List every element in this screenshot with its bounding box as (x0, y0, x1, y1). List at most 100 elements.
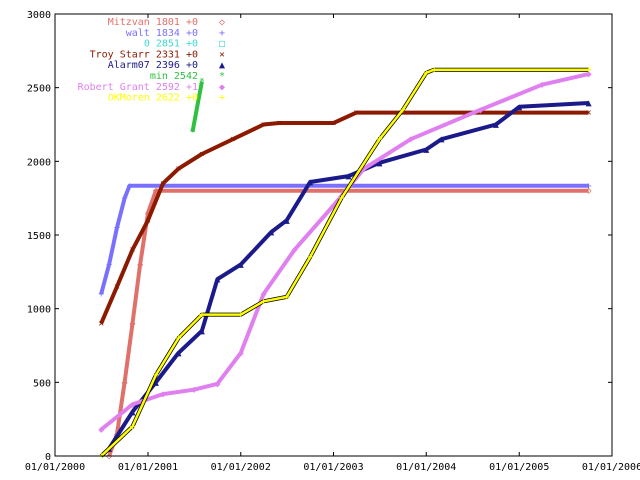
data-point: ◆ (361, 164, 367, 175)
x-tick-label: 01/01/2003 (303, 462, 363, 473)
series-line (107, 101, 589, 450)
data-point: ▲ (345, 171, 351, 182)
y-tick-label: 1500 (27, 231, 51, 242)
tick-labels: 0 500 1000 1500 2000 2500 3000 01/01/2000 01/01/… (25, 10, 640, 473)
data-point: + (423, 68, 429, 79)
data-point: + (106, 259, 112, 270)
x-tick-label: 01/01/2001 (118, 462, 178, 473)
data-point: ▲ (153, 377, 159, 388)
y-tick-label: 0 (45, 452, 51, 463)
data-point: ◆ (214, 379, 220, 390)
data-point: + (261, 296, 267, 307)
legend-entry: 0 2851 +0 □ (144, 39, 225, 50)
data-point: × (276, 118, 282, 129)
data-point: + (307, 252, 313, 263)
data-point: × (199, 149, 205, 160)
series-walt: +++++ + (98, 181, 591, 300)
y-tick-label: 1000 (27, 305, 51, 316)
legend-entry: min 2542 * (150, 71, 225, 82)
data-point: + (338, 193, 344, 204)
legend-label: Alarm07 2396 +0 (108, 60, 198, 71)
y-tick-label: 3000 (27, 10, 51, 21)
legend-entry: Troy Starr 2331 +0 × (90, 49, 225, 60)
legend-marker: ◆ (219, 82, 225, 93)
data-point: ▲ (376, 158, 382, 169)
series-line (99, 72, 590, 432)
series-robert-grant: ◆ ◆ ◆ ◆ ◆ ◆ ◆ ◆ ◆ ◆ ◆ ◆ ◆ ◆ (98, 69, 591, 435)
data-point: + (431, 65, 437, 76)
data-point: ◆ (160, 389, 166, 400)
series-line (107, 188, 589, 457)
data-point: ◆ (408, 134, 414, 145)
legend-label: Robert Grant 2592 +1 (78, 82, 198, 93)
data-point: ◆ (129, 399, 135, 410)
series-min: ** (189, 76, 204, 137)
data-point: + (400, 105, 406, 116)
data-point: ◆ (292, 245, 298, 256)
data-point: ▲ (586, 98, 592, 109)
legend-marker: ◇ (219, 17, 225, 28)
data-point: + (114, 223, 120, 234)
data-point: ▲ (516, 102, 522, 113)
data-point: + (284, 292, 290, 303)
data-point: + (175, 333, 181, 344)
data-point: ▲ (214, 274, 220, 285)
data-point: + (376, 134, 382, 145)
data-point: ▲ (268, 227, 274, 238)
data-point: ▲ (175, 348, 181, 359)
data-point: + (153, 370, 159, 381)
data-point: × (261, 120, 267, 131)
data-point: × (353, 108, 359, 119)
series-okmoren: +++++ ++ ++++++ + + (98, 65, 591, 462)
data-point: + (238, 310, 244, 321)
data-point: + (586, 65, 592, 76)
data-point: ◇ (137, 259, 143, 270)
series-outline (99, 67, 589, 458)
data-point: ▲ (238, 259, 244, 270)
plot-frame (54, 13, 613, 457)
data-point: ◆ (586, 69, 592, 80)
data-point: ◆ (238, 348, 244, 359)
data-point: ▲ (129, 407, 135, 418)
x-tick-label: 01/01/2000 (25, 462, 85, 473)
axes (54, 13, 613, 457)
legend-marker: □ (219, 39, 225, 50)
data-point: ◆ (477, 105, 483, 116)
x-tick-label: 01/01/2005 (489, 462, 549, 473)
data-point: ◇ (586, 186, 592, 197)
series-line (99, 110, 589, 325)
data-point: ▲ (493, 120, 499, 131)
x-tick-label: 01/01/2006 (582, 462, 640, 473)
data-point: ▲ (438, 134, 444, 145)
data-point: + (98, 289, 104, 300)
data-point: ◇ (145, 208, 151, 219)
legend-entry: Mitzvan 1801 +0 ◇ (108, 17, 225, 28)
data-point: × (160, 178, 166, 189)
y-tick-label: 500 (33, 378, 51, 389)
data-point: + (126, 181, 132, 192)
data-point: + (586, 181, 592, 192)
legend-marker: * (219, 71, 225, 82)
legend-label: Mitzvan 1801 +0 (108, 17, 198, 28)
data-point: ◇ (129, 318, 135, 329)
legend-marker: + (219, 28, 225, 39)
legend-marker: × (219, 49, 225, 60)
legend-label: Troy Starr 2331 +0 (90, 49, 198, 60)
data-point: × (175, 164, 181, 175)
data-point: ◆ (261, 289, 267, 300)
legend-entry: Alarm07 2396 +0 ▲ (108, 60, 225, 71)
data-point: ◆ (330, 201, 336, 212)
data-point: ▲ (284, 215, 290, 226)
data-point: ◇ (122, 377, 128, 388)
series-line (190, 81, 204, 133)
data-point: ◆ (191, 385, 197, 396)
series-mitzvan: ◇◇◇◇◇◇◇ ◇ (106, 186, 592, 462)
y-tick-label: 2500 (27, 84, 51, 95)
y-tick-label: 2000 (27, 157, 51, 168)
series-line (100, 68, 589, 457)
legend-label: walt 1834 +0 (126, 28, 198, 39)
data-point: × (586, 108, 592, 119)
data-point: × (129, 245, 135, 256)
x-tick-label: 01/01/2002 (211, 462, 271, 473)
data-point: + (122, 193, 128, 204)
